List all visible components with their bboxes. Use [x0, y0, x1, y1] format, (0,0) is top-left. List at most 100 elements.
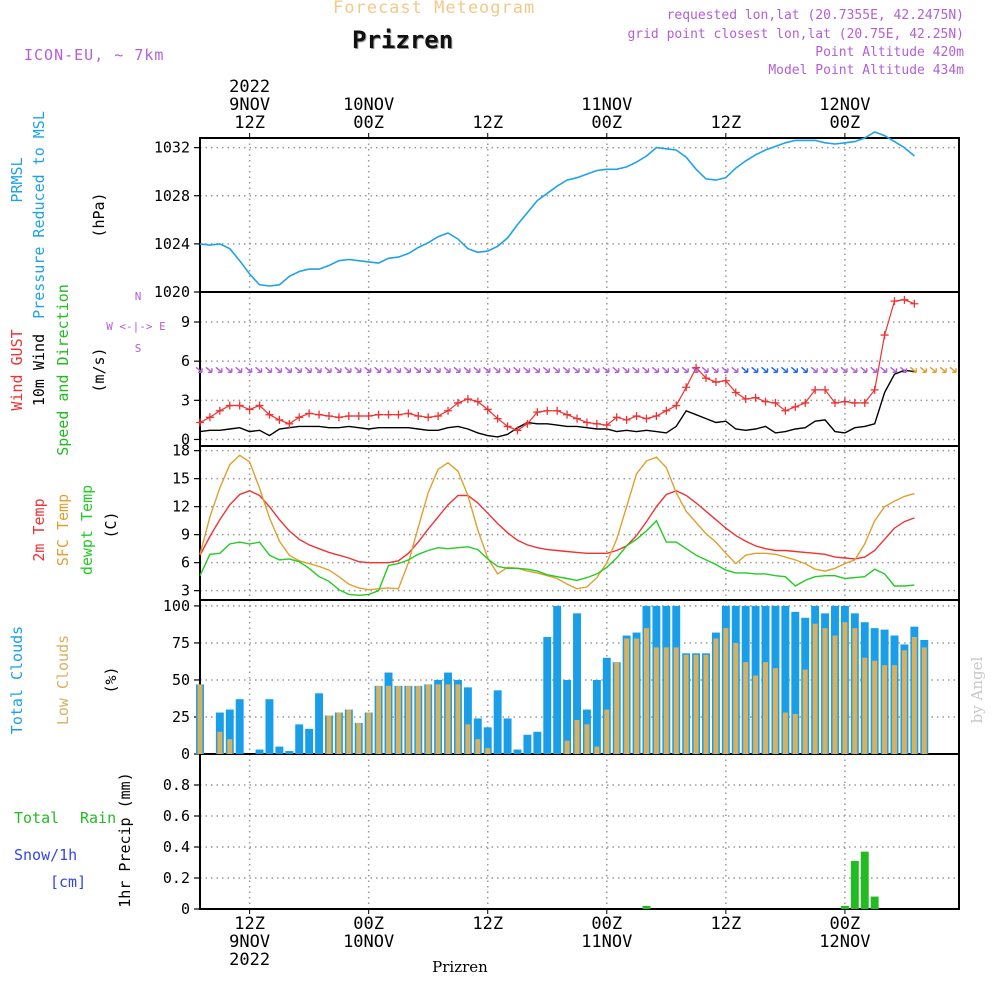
low-cloud-bar: [862, 657, 868, 754]
gust-marker: [344, 411, 353, 420]
wind-direction-arrow: [909, 366, 918, 374]
temp-unit: (C): [102, 511, 120, 538]
clouds-unit: (%): [102, 666, 120, 693]
pressure-unit: (hPa): [90, 192, 108, 237]
wind-direction-arrow: [225, 366, 233, 374]
gust-marker: [573, 414, 582, 423]
wind-direction-arrow: [364, 366, 372, 374]
gust-marker: [801, 398, 810, 407]
wind-direction-arrow: [899, 366, 908, 374]
wind-direction-arrow: [354, 366, 362, 374]
y-tick-label: 100: [163, 597, 190, 615]
gust-marker: [334, 413, 343, 422]
wind-direction-arrow: [860, 366, 868, 374]
temp-dew-label: dewpt Temp: [78, 485, 96, 575]
low-cloud-bar: [465, 724, 471, 754]
rain-bar: [642, 905, 651, 909]
gust-marker: [682, 383, 691, 392]
gust-marker: [553, 406, 562, 415]
wind-direction-arrow: [314, 366, 322, 374]
gust-marker: [702, 374, 710, 383]
wind-direction-arrow: [850, 366, 858, 374]
wind-10m-label: 10m Wind: [30, 334, 48, 406]
gust-marker: [543, 406, 552, 415]
total-cloud-bar: [285, 751, 294, 754]
wind-direction-arrow: [731, 366, 739, 374]
total-cloud-bar: [463, 687, 472, 754]
temp-sfc-label: SFC Temp: [54, 494, 72, 566]
total-cloud-bar: [563, 679, 572, 754]
gust-marker: [444, 406, 453, 415]
low-cloud-bar: [197, 684, 203, 754]
gust-marker: [414, 411, 423, 420]
total-cloud-bar: [791, 611, 800, 754]
low-cloud-bar: [772, 668, 778, 754]
low-cloud-bar: [425, 684, 431, 754]
gust-marker: [642, 414, 651, 423]
compass-we: W <-|-> E: [106, 320, 166, 333]
gust-marker: [850, 398, 859, 407]
gust-marker: [493, 414, 502, 423]
chart-root: 1020102410281032036936912151802550751000…: [8, 77, 986, 976]
low-cloud-bar: [614, 662, 620, 754]
gust-marker: [305, 409, 314, 418]
y-tick-label: 1024: [154, 235, 190, 253]
time-date-top: 11NOV: [581, 95, 632, 115]
low-cloud-bar: [386, 685, 391, 754]
gust-marker: [523, 419, 532, 428]
gust-marker: [761, 397, 770, 406]
total-cloud-bar: [523, 734, 532, 754]
y-tick-label: 50: [172, 671, 190, 689]
precip-unit: 1hr Precip (mm): [116, 772, 134, 907]
low-cloud-bar: [574, 719, 580, 754]
gust-marker: [225, 401, 234, 410]
total-cloud-bar: [513, 749, 522, 754]
y-tick-label: 6: [181, 352, 190, 370]
total-cloud-bar: [503, 718, 512, 754]
gust-marker: [384, 410, 393, 419]
gust-marker: [424, 413, 433, 422]
total-cloud-bar: [592, 679, 601, 754]
gust-marker: [215, 406, 224, 415]
time-date-bottom: 12NOV: [819, 932, 870, 952]
watermark: by Angel: [968, 656, 986, 723]
gust-marker: [364, 411, 373, 420]
wind-direction-arrow: [790, 366, 798, 374]
wind-direction-arrow: [810, 366, 818, 374]
y-tick-label: 25: [172, 708, 190, 726]
temp-sfc-line: [199, 454, 915, 591]
low-cloud-bar: [217, 731, 223, 754]
wind-direction-arrow: [661, 366, 670, 374]
time-date-bottom: 11NOV: [581, 932, 632, 952]
rain-bar: [860, 851, 869, 909]
y-tick-label: 6: [181, 554, 190, 572]
temp-2m-line: [199, 490, 915, 564]
wind-direction-arrow: [711, 366, 719, 374]
wind-direction-arrow: [403, 366, 412, 374]
gust-marker: [196, 418, 204, 427]
y-tick-label: 1032: [154, 139, 190, 157]
wind-direction-arrow: [919, 366, 927, 374]
precip-total-label: Total: [14, 809, 59, 827]
gust-marker: [860, 398, 869, 407]
gust-marker: [791, 402, 800, 411]
total-cloud-bar: [473, 718, 482, 754]
total-cloud-bar: [781, 605, 790, 754]
time-hour-bottom: 12Z: [472, 914, 503, 934]
low-cloud-bar: [415, 685, 421, 754]
low-cloud-bar: [634, 638, 640, 754]
gust-marker: [434, 411, 443, 420]
low-cloud-bar: [753, 675, 759, 754]
gust-marker: [592, 419, 601, 428]
wind-direction-arrow: [542, 366, 550, 374]
y-tick-label: 15: [172, 470, 190, 488]
gust-marker: [632, 411, 641, 420]
wind-speed-line: [199, 369, 915, 438]
time-hour-bottom: 00Z: [591, 914, 622, 934]
gust-marker: [821, 385, 830, 394]
low-cloud-bar: [604, 709, 610, 754]
low-cloud-bar: [703, 654, 709, 754]
gust-marker: [662, 406, 671, 415]
wind-direction-arrow: [483, 366, 491, 374]
time-hour-bottom: 12Z: [710, 914, 741, 934]
